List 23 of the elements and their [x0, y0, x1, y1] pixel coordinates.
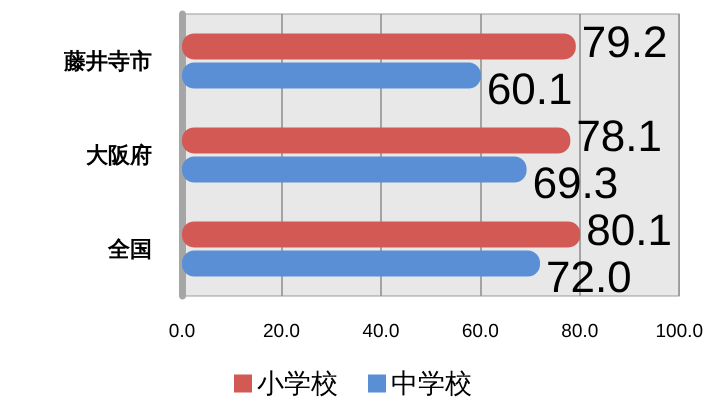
- x-tick-label: 20.0: [262, 321, 300, 342]
- bar: [182, 33, 576, 60]
- bar: [182, 221, 580, 248]
- data-label: 60.1: [486, 65, 572, 114]
- legend-label: 中学校: [391, 368, 472, 398]
- bar: [182, 250, 540, 277]
- x-tick-label: 60.0: [462, 321, 499, 342]
- y-tick-label: 大阪府: [86, 142, 152, 168]
- data-label: 78.1: [576, 112, 662, 161]
- bar: [182, 127, 570, 154]
- y-tick-label: 全国: [107, 236, 152, 262]
- y-tick-label: 藤井寺市: [63, 48, 152, 74]
- x-tick-label: 80.0: [561, 321, 598, 342]
- x-tick-label: 40.0: [362, 321, 400, 342]
- legend-label: 小学校: [257, 368, 338, 398]
- data-label: 72.0: [546, 253, 632, 302]
- x-tick-label: 0.0: [168, 321, 196, 342]
- bar: [182, 62, 481, 89]
- x-tick-label: 100.0: [655, 321, 703, 342]
- bar: [182, 156, 527, 183]
- data-label: 69.3: [532, 159, 618, 208]
- data-label: 79.2: [582, 18, 668, 67]
- data-label: 80.1: [586, 206, 672, 255]
